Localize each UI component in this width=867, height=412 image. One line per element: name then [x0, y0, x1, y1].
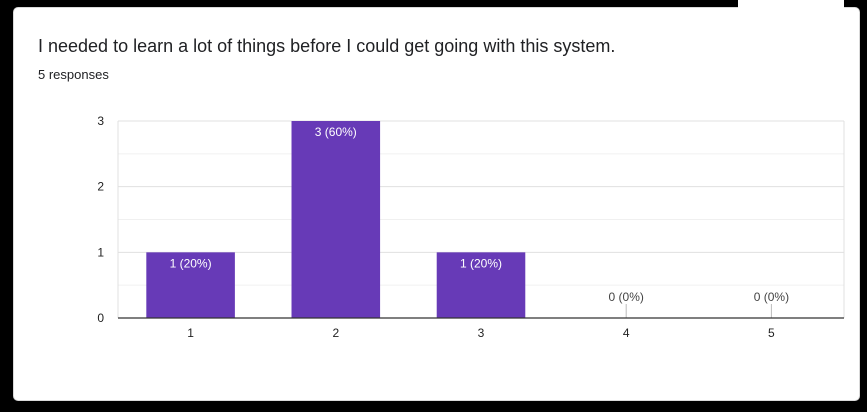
bar-data-label: 1 (20%)	[460, 256, 502, 270]
y-tick-label: 2	[97, 180, 104, 194]
card-tab-edge	[738, 0, 844, 8]
x-tick-label: 2	[332, 326, 339, 340]
y-tick-label: 1	[97, 245, 104, 259]
question-title: I needed to learn a lot of things before…	[38, 36, 616, 56]
y-tick-label: 0	[97, 311, 104, 325]
question-card: I needed to learn a lot of things before…	[14, 8, 859, 400]
x-tick-label: 4	[623, 326, 630, 340]
bar	[146, 252, 235, 318]
bar-data-label: 0 (0%)	[754, 290, 789, 304]
bar-data-label: 3 (60%)	[315, 125, 357, 139]
x-tick-label: 5	[768, 326, 775, 340]
x-tick-label: 3	[478, 326, 485, 340]
y-tick-label: 3	[97, 114, 104, 128]
bar-data-label: 0 (0%)	[609, 290, 644, 304]
response-count: 5 responses	[38, 67, 109, 82]
bar-data-label: 1 (20%)	[170, 256, 212, 270]
bar	[291, 121, 381, 318]
bar	[436, 252, 526, 318]
x-tick-label: 1	[187, 326, 194, 340]
